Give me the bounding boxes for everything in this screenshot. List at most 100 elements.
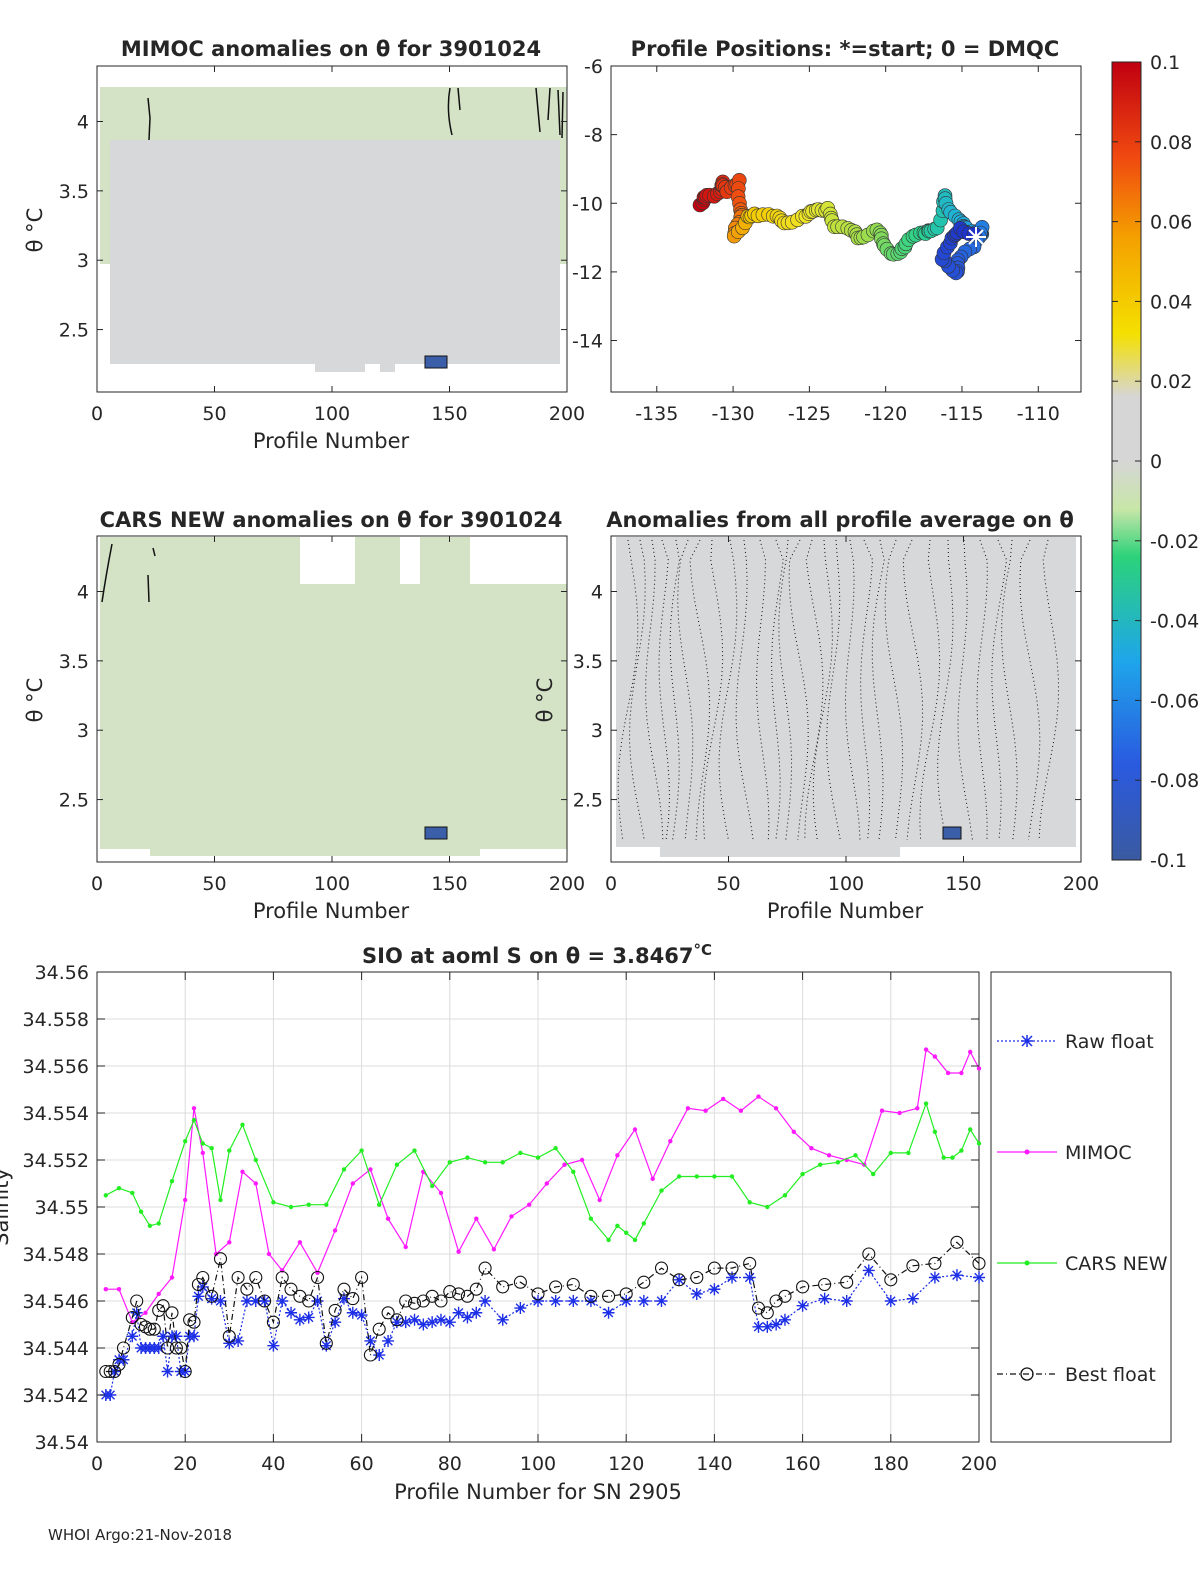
x-tick-label: -120	[864, 403, 907, 425]
data-point-best-float	[906, 1259, 920, 1273]
data-point-mimoc	[615, 1153, 620, 1158]
data-point-best-float	[496, 1280, 510, 1294]
data-point-cars-new	[377, 1202, 382, 1207]
data-point-best-float	[284, 1282, 298, 1296]
data-point-raw-float	[157, 1330, 170, 1343]
legend-label: Raw float	[1065, 1031, 1154, 1053]
data-point-raw-float	[399, 1316, 412, 1329]
data-point-raw-float	[470, 1306, 483, 1319]
data-point-best-float	[169, 1341, 183, 1355]
data-point-best-float	[130, 1294, 144, 1308]
y-tick-label: 4	[591, 581, 603, 603]
x-tick-label: 200	[549, 403, 585, 425]
data-point-best-float	[760, 1306, 774, 1320]
data-point-mimoc	[703, 1108, 708, 1113]
y-tick-label: 4	[77, 581, 89, 603]
data-point-mimoc	[491, 1247, 497, 1252]
y-tick-label: 3	[591, 720, 603, 742]
data-point-mimoc	[385, 1216, 391, 1221]
data-point-raw-float	[862, 1264, 875, 1277]
data-point-cars-new	[253, 1157, 258, 1163]
data-point-best-float	[249, 1270, 263, 1285]
data-point-mimoc	[103, 1287, 109, 1292]
data-point-raw-float	[232, 1334, 245, 1347]
data-point-cars-new	[588, 1216, 594, 1221]
data-point-mimoc	[897, 1110, 902, 1116]
all-avg-anomaly-blob	[942, 826, 962, 840]
x-tick-label: 160	[784, 1453, 820, 1475]
data-point-best-float	[460, 1289, 474, 1303]
data-point-best-float	[165, 1306, 179, 1320]
data-point-best-float	[840, 1275, 854, 1289]
data-point-cars-new	[641, 1221, 646, 1226]
data-point-cars-new	[482, 1160, 488, 1165]
data-point-cars-new	[615, 1223, 620, 1229]
data-point-cars-new	[932, 1129, 938, 1135]
series-line-best-float	[105, 1241, 980, 1373]
data-point-cars-new	[518, 1150, 523, 1156]
series-line-cars-new	[105, 1101, 980, 1241]
data-point-cars-new	[227, 1148, 232, 1153]
data-point-mimoc	[191, 1106, 197, 1111]
x-tick-label: 200	[549, 873, 585, 895]
data-point-mimoc	[403, 1244, 408, 1250]
x-tick-label: 140	[696, 1453, 732, 1475]
contour-line	[976, 539, 988, 841]
data-point-cars-new	[923, 1101, 929, 1106]
colorbar-tick-label: 0.02	[1150, 371, 1192, 393]
x-tick-label: 0	[91, 873, 103, 895]
series-raw-float	[99, 1264, 985, 1401]
circle-marker-icon	[1020, 1367, 1034, 1381]
data-point-best-float	[337, 1282, 351, 1296]
data-point-cars-new	[553, 1146, 558, 1151]
data-point-cars-new	[950, 1155, 955, 1160]
data-point-raw-float	[108, 1365, 121, 1378]
data-point-best-float	[884, 1273, 898, 1287]
y-tick-label: -10	[572, 193, 603, 215]
data-point-best-float	[174, 1341, 188, 1355]
data-point-best-float	[672, 1273, 686, 1287]
data-point-best-float	[584, 1289, 598, 1303]
mimoc-ylabel: θ °C	[23, 208, 47, 253]
data-point-best-float	[531, 1287, 545, 1301]
legend-item-best: Best float	[997, 1364, 1156, 1386]
contour-line	[919, 539, 941, 841]
float-track	[692, 173, 990, 281]
salinity-ticks: 0 20 40 60 80 100 120 140 160 180 200 34.56 34.558 34…	[23, 962, 998, 1475]
data-point-best-float	[549, 1280, 563, 1294]
legend-label: MIMOC	[1065, 1142, 1132, 1164]
x-tick-label: 100	[314, 873, 350, 895]
data-point-mimoc	[527, 1202, 532, 1207]
y-tick-label: 34.548	[23, 1244, 89, 1266]
mimoc-grey-field	[110, 140, 560, 364]
data-point-cars-new	[976, 1141, 982, 1146]
data-point-raw-float	[549, 1295, 562, 1307]
y-tick-label: 3.5	[59, 181, 89, 203]
y-tick-label: 4	[77, 111, 89, 133]
x-tick-label: 20	[173, 1453, 197, 1475]
salinity-series	[99, 1047, 986, 1401]
asterisk-marker-icon	[1021, 1035, 1033, 1047]
data-point-cars-new	[394, 1162, 400, 1167]
salinity-chart: SIO at aoml S on θ = 3.8467°C 0 20 40 60 80 1…	[0, 941, 1172, 1504]
data-point-best-float	[690, 1270, 704, 1285]
x-tick-label: 100	[314, 403, 350, 425]
cars-ylabel: θ °C	[23, 678, 47, 723]
data-point-cars-new	[412, 1148, 417, 1153]
data-point-cars-new	[465, 1155, 470, 1160]
colorbar-ticks: 0.1 0.08 0.06 0.04 0.02 0 -0.02 -0.04 -0.06 -0.08…	[1112, 52, 1199, 872]
data-point-best-float	[478, 1261, 492, 1275]
data-point-cars-new	[835, 1160, 841, 1165]
data-point-best-float	[147, 1322, 161, 1336]
data-point-best-float	[743, 1256, 757, 1270]
data-point-best-float	[390, 1313, 404, 1327]
data-point-raw-float	[126, 1330, 139, 1343]
colorbar-tick-label: -0.04	[1150, 611, 1199, 633]
data-point-cars-new	[871, 1171, 876, 1177]
data-point-best-float	[363, 1348, 377, 1362]
data-point-mimoc	[597, 1197, 602, 1203]
data-point-best-float	[452, 1287, 466, 1301]
y-tick-label: 34.552	[23, 1150, 89, 1172]
data-point-raw-float	[950, 1269, 963, 1282]
data-point-mimoc	[915, 1106, 920, 1111]
